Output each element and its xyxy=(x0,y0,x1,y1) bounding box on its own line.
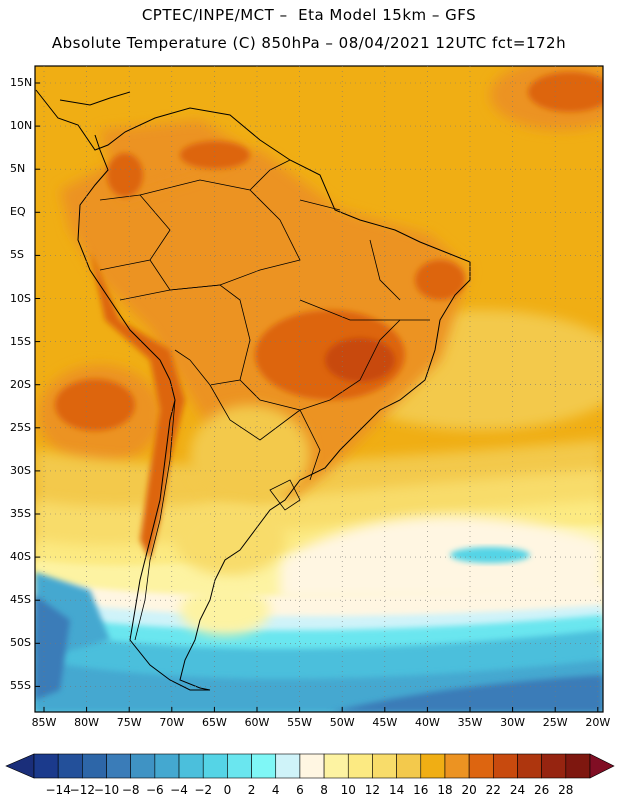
colorbar-tick-label: 22 xyxy=(485,783,501,797)
colorbar-tick-label: −6 xyxy=(146,783,164,797)
colorbar-swatch xyxy=(396,753,422,779)
coastline xyxy=(35,89,471,691)
colorbar-tick-label: 0 xyxy=(223,783,232,797)
colorbar-swatch xyxy=(420,753,446,779)
colorbar-swatch xyxy=(444,753,470,779)
colorbar-tick-label: −4 xyxy=(170,783,188,797)
lat-label: 5N xyxy=(10,162,26,176)
colorbar-swatch xyxy=(57,753,83,779)
lon-label: 80W xyxy=(74,716,100,729)
colorbar-swatch xyxy=(468,753,494,779)
colorbar-swatch xyxy=(565,753,591,779)
lon-label: 20W xyxy=(585,716,611,729)
map-subtitle: Absolute Temperature (C) 850hPa – 08/04/… xyxy=(51,34,567,52)
lat-label: 55S xyxy=(10,679,31,693)
colorbar-swatch xyxy=(541,753,567,779)
colorbar-tick-label: −2 xyxy=(194,783,213,797)
colorbar-swatch xyxy=(227,753,252,779)
colorbar-swatch xyxy=(33,753,59,779)
colorbar-tick-label: −8 xyxy=(121,783,140,797)
colorbar-swatch xyxy=(251,753,277,779)
colorbar-tick-label: −12 xyxy=(69,783,95,797)
colorbar-tick-label: 8 xyxy=(320,783,328,797)
colorbar-tick-label: 20 xyxy=(461,783,477,797)
colorbar-tick-label: 14 xyxy=(388,783,405,797)
lon-label: 55W xyxy=(287,716,313,729)
temperature-field xyxy=(35,66,603,712)
lon-label: 35W xyxy=(457,716,483,729)
lon-label: 85W xyxy=(31,716,57,729)
colorbar-tick-label: 2 xyxy=(247,783,256,797)
colorbar-tick-label: 12 xyxy=(364,783,381,797)
colorbar-swatch xyxy=(275,753,301,779)
lon-label: 50W xyxy=(329,716,355,729)
axis-ticks xyxy=(35,82,599,712)
colorbar-swatch xyxy=(347,753,373,779)
lon-label: 60W xyxy=(244,716,270,729)
lon-label: 75W xyxy=(116,716,142,729)
colorbar-swatch xyxy=(178,753,204,779)
colorbar-swatch xyxy=(154,753,180,779)
lat-label: 10N xyxy=(10,119,33,133)
lon-label: 65W xyxy=(201,716,227,729)
colorbar-over-arrow xyxy=(589,753,615,779)
colorbar-tick-label: 26 xyxy=(534,783,550,797)
lon-label: 30W xyxy=(500,716,526,729)
colorbar-swatch xyxy=(517,753,542,779)
lat-label: 25S xyxy=(10,420,31,434)
colorbar-under-arrow xyxy=(5,753,35,779)
colorbar-swatch xyxy=(106,753,131,779)
lat-label: EQ xyxy=(10,205,26,219)
colorbar-tick-label: 28 xyxy=(558,783,574,797)
lon-label: 45W xyxy=(372,716,398,729)
colorbar-swatch xyxy=(130,753,156,779)
colorbar-swatch xyxy=(202,753,228,779)
colorbar-tick-label: −10 xyxy=(93,783,120,797)
lat-label: 35S xyxy=(10,507,31,520)
colorbar-tick-label: 4 xyxy=(271,783,280,797)
lat-label: 40S xyxy=(10,550,31,564)
colorbar-tick-label: 18 xyxy=(437,783,453,797)
country-borders xyxy=(99,159,430,641)
lat-label: 15N xyxy=(10,76,33,89)
colorbar-tick-label: 16 xyxy=(413,783,429,797)
colorbar-swatch xyxy=(82,753,107,779)
lat-label: 10S xyxy=(10,291,31,305)
colorbar-swatch xyxy=(323,753,349,779)
colorbar-tick-label: 24 xyxy=(509,783,526,797)
colorbar-swatch xyxy=(372,753,397,779)
colorbar xyxy=(5,753,615,779)
map-frame xyxy=(34,65,604,713)
colorbar-tick-label: −14 xyxy=(45,783,71,797)
colorbar-swatch xyxy=(299,753,325,779)
lat-label: 45S xyxy=(10,593,31,607)
lat-label: 20S xyxy=(10,377,31,391)
colorbar-swatch xyxy=(493,753,518,779)
lat-label: 30S xyxy=(10,463,31,477)
lat-label: 50S xyxy=(10,636,31,650)
lat-label: 5S xyxy=(10,248,24,262)
colorbar-tick-label: 10 xyxy=(340,783,356,797)
lon-label: 70W xyxy=(159,716,185,729)
map-title: CPTEC/INPE/MCT – Eta Model 15km – GFS xyxy=(141,6,477,24)
lon-label: 25W xyxy=(542,716,568,729)
lat-label: 15S xyxy=(10,334,31,348)
colorbar-tick-label: 6 xyxy=(296,783,304,797)
lon-label: 40W xyxy=(414,716,440,729)
